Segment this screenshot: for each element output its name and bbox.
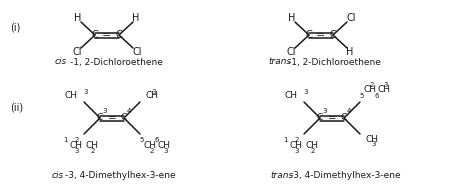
Text: 2: 2 [75, 137, 79, 143]
Text: trans: trans [268, 57, 291, 67]
Text: 5: 5 [360, 93, 364, 99]
Text: -1, 2-Dichloroethene: -1, 2-Dichloroethene [70, 57, 163, 67]
Text: C: C [121, 114, 127, 122]
Text: CH: CH [144, 142, 157, 150]
Text: CH: CH [366, 136, 379, 145]
Text: =: = [316, 30, 326, 40]
Text: cis: cis [55, 57, 67, 67]
Text: (i): (i) [10, 23, 20, 33]
Text: 1: 1 [63, 137, 67, 143]
Text: =: = [328, 113, 337, 123]
Text: 3: 3 [75, 148, 79, 154]
Text: CH: CH [86, 142, 99, 150]
Text: C: C [329, 30, 337, 40]
Text: CH: CH [70, 142, 83, 150]
Text: 3: 3 [372, 141, 376, 147]
Text: C: C [91, 30, 99, 40]
Text: H: H [288, 13, 296, 23]
Text: 6: 6 [155, 137, 159, 143]
Text: 3: 3 [384, 82, 388, 88]
Text: 3: 3 [295, 148, 299, 154]
Text: cis: cis [52, 170, 64, 180]
Text: -3, 4-Dimethylhex-3-ene: -3, 4-Dimethylhex-3-ene [290, 170, 401, 180]
Text: 3: 3 [304, 89, 308, 95]
Text: 2: 2 [150, 148, 154, 154]
Text: H: H [346, 47, 354, 57]
Text: CH: CH [364, 85, 377, 94]
Text: CH: CH [290, 142, 303, 150]
Text: 3: 3 [84, 89, 88, 95]
Text: 2: 2 [370, 82, 374, 88]
Text: -3, 4-Dimethylhex-3-ene: -3, 4-Dimethylhex-3-ene [65, 170, 176, 180]
Text: 2: 2 [91, 148, 95, 154]
Text: Cl: Cl [72, 47, 82, 57]
Text: CH: CH [306, 142, 319, 150]
Text: 1: 1 [283, 137, 287, 143]
Text: 3: 3 [152, 89, 156, 95]
Text: (ii): (ii) [10, 103, 23, 113]
Text: 3: 3 [103, 108, 107, 114]
Text: 4: 4 [127, 108, 131, 114]
Text: CH: CH [158, 142, 171, 150]
Text: C: C [317, 114, 323, 122]
Text: 4: 4 [347, 108, 351, 114]
Text: 2: 2 [311, 148, 315, 154]
Text: H: H [74, 13, 82, 23]
Text: Cl: Cl [132, 47, 142, 57]
Text: H: H [132, 13, 140, 23]
Text: 3: 3 [164, 148, 168, 154]
Text: CH: CH [146, 91, 159, 101]
Text: C: C [97, 114, 103, 122]
Text: =: = [102, 30, 112, 40]
Text: Cl: Cl [346, 13, 356, 23]
Text: 6: 6 [375, 93, 379, 99]
Text: CH: CH [285, 91, 298, 101]
Text: C: C [341, 114, 347, 122]
Text: 5: 5 [140, 137, 144, 143]
Text: Cl: Cl [286, 47, 296, 57]
Text: CH: CH [65, 91, 78, 101]
Text: 2: 2 [295, 137, 299, 143]
Text: C: C [116, 30, 122, 40]
Text: trans: trans [270, 170, 293, 180]
Text: C: C [306, 30, 312, 40]
Text: 3: 3 [323, 108, 327, 114]
Text: CH: CH [378, 85, 391, 94]
Text: =: = [108, 113, 117, 123]
Text: -1, 2-Dichloroethene: -1, 2-Dichloroethene [288, 57, 381, 67]
